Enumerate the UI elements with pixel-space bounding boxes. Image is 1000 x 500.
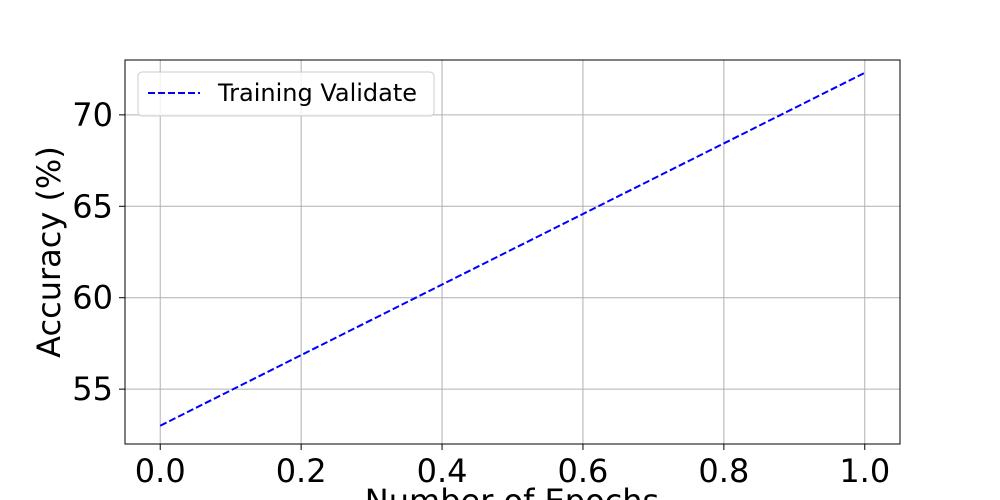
series-line: [159, 71, 866, 427]
x-tick-label: 0.2: [276, 452, 327, 490]
series-group: [159, 71, 866, 427]
x-tick-label: 0.0: [135, 452, 186, 490]
x-axis-title: Number of Epochs: [365, 482, 659, 500]
x-tick-label: 0.6: [558, 452, 609, 490]
legend-box: [137, 71, 435, 117]
legend: Training Validate: [137, 71, 435, 117]
y-tick-label: 60: [72, 279, 113, 317]
x-tick-label: 0.8: [698, 452, 749, 490]
grid: [125, 60, 900, 444]
y-tick-label: 70: [72, 96, 113, 134]
x-tick-label: 0.4: [417, 452, 468, 490]
y-axis: 55 60 65 70: [72, 96, 125, 408]
y-axis-title: Accuracy (%): [30, 146, 68, 358]
plot-frame: [124, 59, 901, 445]
y-tick-label: 65: [72, 187, 113, 225]
x-axis: 0.0 0.2 0.4 0.6 0.8 1.0: [135, 444, 890, 490]
y-tick-label: 55: [72, 370, 113, 408]
legend-label: Training Validate: [217, 79, 417, 107]
x-tick-label: 1.0: [839, 452, 890, 490]
